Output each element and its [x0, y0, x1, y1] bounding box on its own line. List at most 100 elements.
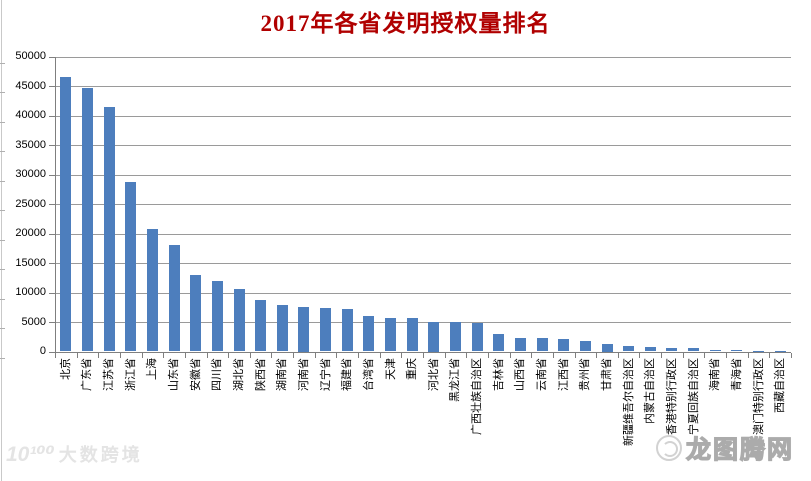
- left-edge-tick: [0, 62, 5, 64]
- category-boundary-tick: [552, 352, 554, 358]
- y-axis-tick: [49, 263, 55, 264]
- category-boundary-tick: [98, 352, 100, 358]
- left-edge-tick: [0, 92, 5, 93]
- bar: [146, 229, 158, 352]
- y-axis-label: 20000: [15, 227, 46, 239]
- x-axis-label: 新疆维吾尔自治区: [622, 357, 635, 446]
- gridline: [55, 174, 791, 176]
- y-axis-tick: [49, 86, 55, 87]
- bar: [276, 304, 288, 352]
- x-axis-label: 海南省: [709, 357, 722, 391]
- category-boundary-tick: [661, 352, 663, 358]
- category-boundary-tick: [596, 352, 598, 358]
- x-axis-label: 福建省: [341, 357, 354, 391]
- y-axis-label: 45000: [15, 79, 46, 92]
- x-axis-label: 辽宁省: [319, 357, 332, 391]
- left-edge-tick: [0, 269, 5, 270]
- category-boundary-tick: [314, 352, 316, 358]
- x-axis-label: 山西省: [514, 357, 527, 391]
- x-axis-label: 甘肃省: [601, 357, 613, 391]
- chart-title: 2017年各省发明授权量排名: [260, 11, 551, 36]
- x-axis-label: 湖南省: [276, 357, 289, 391]
- category-boundary-tick: [487, 352, 489, 358]
- x-axis-label: 香港特别行政区: [665, 357, 678, 435]
- x-axis-label: 四川省: [211, 357, 224, 391]
- category-boundary-tick: [141, 352, 143, 358]
- x-axis-label: 西藏自治区: [774, 357, 787, 413]
- y-axis-label: 35000: [15, 138, 46, 151]
- bar: [125, 182, 137, 352]
- gridline: [55, 145, 791, 146]
- bar: [363, 315, 375, 352]
- x-axis-label: 河北省: [427, 357, 440, 391]
- category-boundary-tick: [119, 352, 121, 358]
- x-axis-label: 天津: [384, 357, 397, 380]
- watermark-longtuteng: 龙图腾网: [656, 430, 794, 466]
- category-boundary-tick: [617, 352, 619, 358]
- dashukuajing-logo-icon: 10¹⁰⁰: [6, 443, 55, 466]
- category-boundary-tick: [639, 352, 641, 358]
- left-edge-tick: [0, 357, 5, 359]
- bar: [688, 348, 700, 352]
- category-boundary-tick: [336, 352, 338, 358]
- category-boundary-tick: [184, 352, 186, 358]
- bar: [211, 280, 223, 352]
- watermark-dashukuajing-text: 大数跨境: [58, 445, 143, 465]
- gridline: [55, 292, 791, 294]
- gridline: [55, 263, 791, 264]
- category-boundary-tick: [271, 352, 273, 358]
- bar: [579, 340, 591, 352]
- bar: [385, 317, 397, 352]
- gridline: [55, 56, 791, 58]
- category-boundary-tick: [206, 352, 208, 358]
- x-axis-label: 广西壮族自治区: [471, 357, 484, 435]
- x-axis-label: 宁夏回族自治区: [687, 357, 700, 435]
- y-axis-tick: [49, 174, 55, 176]
- category-boundary-tick: [466, 352, 468, 358]
- category-boundary-tick: [747, 352, 749, 358]
- gridline: [55, 322, 791, 323]
- x-axis-label: 陕西省: [254, 357, 267, 391]
- category-boundary-tick: [293, 352, 295, 358]
- bar: [601, 344, 613, 352]
- bar: [731, 350, 743, 352]
- x-axis-label: 湖北省: [233, 357, 245, 391]
- x-axis-label: 云南省: [536, 357, 549, 391]
- category-boundary-tick: [574, 352, 576, 358]
- bar: [168, 244, 180, 352]
- left-edge-tick: [0, 180, 5, 182]
- left-edge-tick: [0, 121, 5, 123]
- category-boundary-tick: [726, 352, 728, 358]
- x-axis-label: 青海省: [730, 357, 743, 391]
- category-boundary-tick: [163, 352, 165, 358]
- x-axis-label: 江苏省: [103, 357, 116, 391]
- y-axis-tick: [49, 233, 55, 235]
- left-edge-tick: [0, 298, 5, 300]
- y-axis-label: 30000: [15, 168, 46, 180]
- bar: [449, 322, 461, 352]
- category-boundary-tick: [769, 352, 771, 358]
- bar: [81, 88, 93, 352]
- category-boundary-tick: [531, 352, 533, 358]
- y-axis-label: 40000: [15, 109, 46, 121]
- category-boundary-tick: [704, 352, 706, 358]
- bar: [471, 322, 483, 352]
- category-boundary-tick: [401, 352, 403, 358]
- category-boundary-tick: [55, 352, 56, 358]
- bar: [406, 318, 418, 352]
- category-boundary-tick: [358, 352, 360, 358]
- bar: [233, 288, 245, 352]
- bar: [298, 307, 310, 352]
- bar: [341, 309, 353, 352]
- y-axis-label: 25000: [15, 197, 46, 210]
- gridline: [55, 233, 791, 235]
- x-axis-label: 河南省: [297, 357, 310, 391]
- y-axis-label: 15000: [15, 256, 46, 269]
- category-boundary-tick: [76, 352, 78, 358]
- x-axis-label: 内蒙古自治区: [644, 357, 657, 424]
- category-boundary-tick: [423, 352, 424, 358]
- x-axis-label: 北京: [59, 357, 72, 380]
- x-axis-label: 吉林省: [492, 357, 505, 391]
- bar: [514, 337, 526, 352]
